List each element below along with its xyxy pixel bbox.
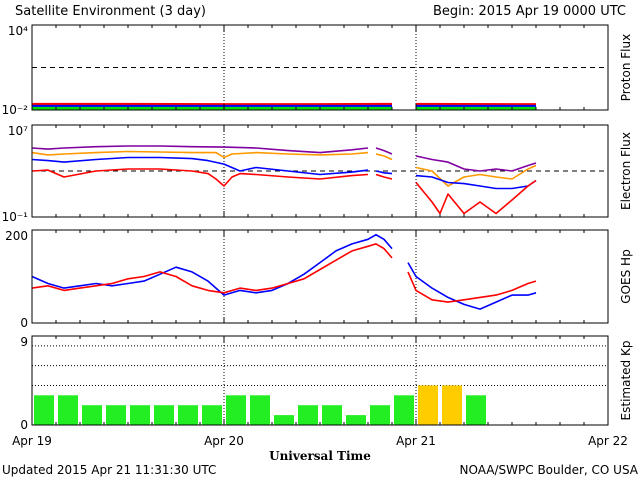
x-tick-label: Apr 21 [396,434,436,448]
panel-proton [31,24,609,111]
kp-bar [178,405,198,425]
y-tick-top: 10⁷ [8,124,28,138]
x-tick-label: Apr 20 [204,434,244,448]
kp-bar [130,405,150,425]
y-tick-bottom: 0 [20,316,28,330]
x-tick-label: Apr 19 [12,434,52,448]
y-tick-bottom: 10⁻² [2,103,29,117]
kp-bar [82,405,102,425]
kp-bar [202,405,222,425]
y-tick-top: 10⁴ [8,24,28,38]
updated-label: Updated 2015 Apr 21 11:31:30 UTC [2,463,216,477]
series-line-hp-0 [31,233,537,310]
x-tick-label: Apr 22 [588,434,628,448]
series-line-hp-1 [31,243,537,303]
kp-bar [34,395,54,425]
y-tick-top: 9 [20,335,28,349]
y-tick-top: 200 [5,229,28,243]
kp-bar [106,405,126,425]
kp-bar [394,395,414,425]
kp-bar [322,405,342,425]
y-axis-label: GOES Hp [619,249,633,303]
panel-electron [31,124,609,218]
series-line-electron-2 [31,156,537,190]
kp-bar [274,415,294,425]
x-axis-title: Universal Time [269,449,371,463]
kp-bar [466,395,486,425]
kp-bar [58,395,78,425]
kp-bar [298,405,318,425]
series-line-electron-3 [31,168,537,215]
series-line-electron-0 [31,145,537,172]
kp-bar [346,415,366,425]
kp-bar [154,405,174,425]
kp-bar [250,395,270,425]
y-tick-bottom: 0 [20,418,28,432]
kp-bar [442,385,462,425]
chart-title: Satellite Environment (3 day) [15,4,206,19]
y-tick-bottom: 10⁻¹ [2,210,29,224]
kp-bar [226,395,246,425]
begin-label: Begin: 2015 Apr 19 0000 UTC [433,4,626,19]
panel-hp [31,229,609,324]
kp-bar [418,385,438,425]
credit-label: NOAA/SWPC Boulder, CO USA [460,463,639,477]
panel-frame [31,229,609,324]
panel-kp [31,335,609,426]
series-line-electron-1 [31,150,537,187]
y-axis-label: Estimated Kp [619,341,633,421]
y-axis-label: Proton Flux [619,34,633,101]
kp-bar [370,405,390,425]
y-axis-label: Electron Flux [619,132,633,210]
